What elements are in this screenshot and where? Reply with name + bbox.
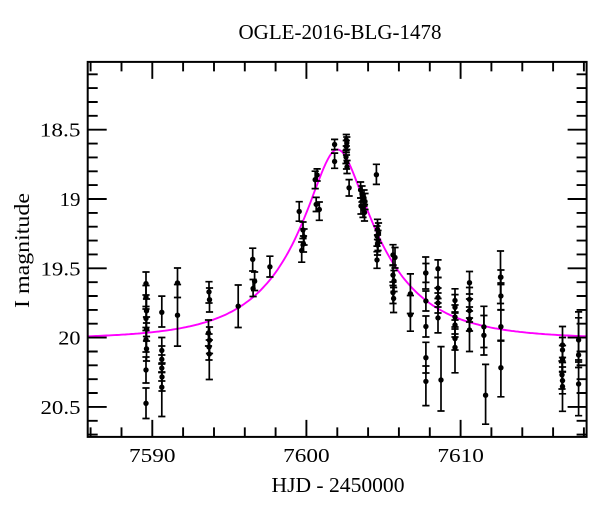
svg-text:OGLE-2016-BLG-1478: OGLE-2016-BLG-1478 <box>239 20 442 44</box>
svg-text:7590: 7590 <box>129 445 176 467</box>
svg-text:19.5: 19.5 <box>41 258 81 280</box>
svg-text:18.5: 18.5 <box>40 120 81 142</box>
svg-text:7610: 7610 <box>437 445 484 467</box>
svg-text:20: 20 <box>58 328 80 350</box>
svg-text:7600: 7600 <box>283 445 330 467</box>
svg-text:19: 19 <box>60 189 81 211</box>
svg-text:HJD - 2450000: HJD - 2450000 <box>272 473 405 497</box>
svg-text:20.5: 20.5 <box>41 397 81 419</box>
svg-text:I magnitude: I magnitude <box>10 193 34 308</box>
